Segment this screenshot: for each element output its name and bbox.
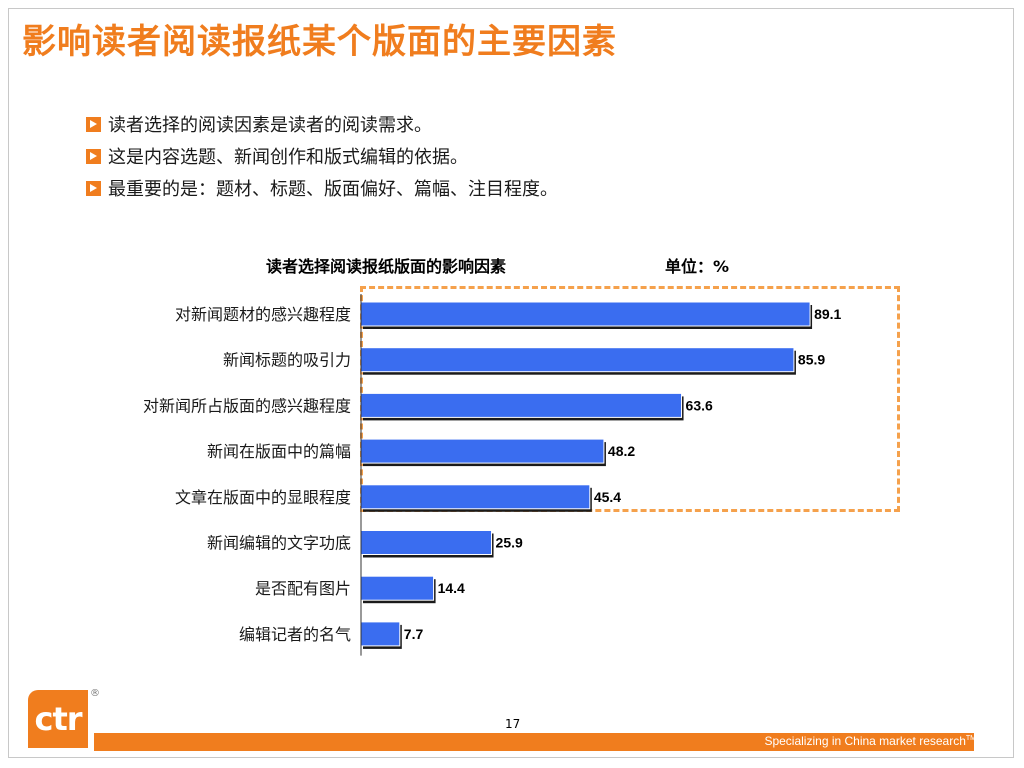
category-label: 新闻标题的吸引力 [223,351,351,370]
bullet-text: 这是内容选题、新闻创作和版式编辑的依据。 [108,147,468,168]
slide-title: 影响读者阅读报纸某个版面的主要因素 [22,22,617,62]
bullet-text: 读者选择的阅读因素是读者的阅读需求。 [108,115,432,136]
data-label: 45.4 [594,489,621,505]
data-label: 85.9 [798,352,825,368]
bullet-item: 读者选择的阅读因素是读者的阅读需求。 [86,108,558,140]
category-label: 文章在版面中的显眼程度 [175,488,351,507]
data-label: 48.2 [608,443,635,459]
category-label: 对新闻题材的感兴趣程度 [175,305,351,324]
registered-mark: ® [90,688,100,699]
data-label: 63.6 [686,397,713,413]
bar [360,392,683,418]
category-label: 编辑记者的名气 [239,625,351,644]
footer-tagline: Specializing in China market researchTM [764,734,976,748]
bullet-item: 最重要的是：题材、标题、版面偏好、篇幅、注目程度。 [86,172,558,204]
bullet-text: 最重要的是：题材、标题、版面偏好、篇幅、注目程度。 [108,179,558,200]
bullet-list: 读者选择的阅读因素是读者的阅读需求。 这是内容选题、新闻创作和版式编辑的依据。 … [86,108,558,204]
category-label: 是否配有图片 [255,579,351,598]
category-label: 新闻编辑的文字功底 [207,534,351,553]
arrow-bullet-icon [86,116,101,132]
bar [360,301,811,327]
chart-unit: 单位：% [665,257,730,276]
bar [360,575,435,601]
page-number: 17 [505,717,521,731]
data-label: 89.1 [814,306,841,322]
chart-title: 读者选择阅读报纸版面的影响因素 [266,257,507,276]
bar [360,621,401,647]
slide-frame [8,8,1014,758]
arrow-bullet-icon [86,148,101,164]
arrow-bullet-icon [86,180,101,196]
category-label: 对新闻所占版面的感兴趣程度 [143,396,351,415]
trademark-mark: TM [965,735,976,742]
bar [360,484,591,510]
bullet-item: 这是内容选题、新闻创作和版式编辑的依据。 [86,140,558,172]
data-label: 25.9 [496,535,523,551]
data-label: 7.7 [404,626,424,642]
category-label: 新闻在版面中的篇幅 [207,442,351,461]
data-label: 14.4 [438,580,465,596]
footer-bar [94,733,974,751]
bar [360,530,493,555]
tagline-text: Specializing in China market research [764,734,966,748]
bar [360,347,795,373]
bar [360,438,605,464]
ctr-logo: ctr [28,690,88,748]
